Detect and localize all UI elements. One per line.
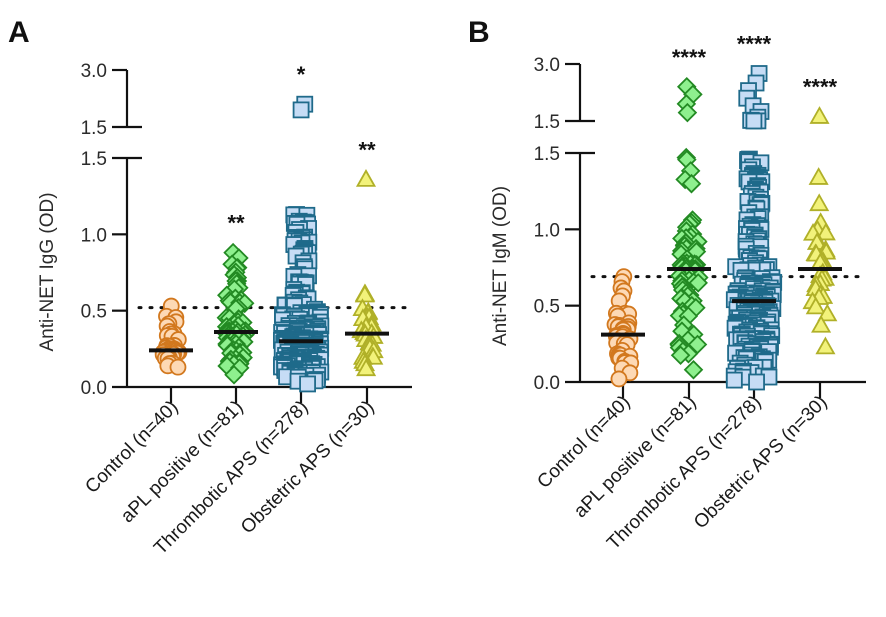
- data-point: [677, 102, 698, 123]
- data-point: [610, 370, 628, 388]
- panel-a-category-labels: Control (n=40)aPL positive (n=81)Thrombo…: [81, 397, 378, 559]
- panel-a-points: [154, 95, 384, 393]
- panel-b-letter: B: [468, 16, 490, 49]
- panel-a-y-axis-title: Anti-NET IgG (OD): [37, 192, 58, 351]
- panel-a-letter: A: [8, 16, 30, 49]
- panel-b-category-labels: Control (n=40)aPL positive (n=81)Thrombo…: [533, 392, 831, 554]
- data-point: [815, 222, 836, 241]
- data-point: [681, 173, 702, 194]
- x-category-label: aPL positive (n=81): [570, 392, 700, 522]
- y-tick-label: 3.0: [534, 55, 560, 76]
- significance-marker: ****: [672, 45, 707, 70]
- panel-b-points: [606, 65, 838, 391]
- y-tick-label: 0.5: [534, 297, 560, 318]
- y-tick-label: 1.0: [534, 220, 560, 241]
- significance-marker: **: [227, 211, 245, 236]
- data-point: [354, 284, 375, 303]
- y-tick-label: 1.5: [534, 144, 560, 165]
- y-tick-label: 3.0: [81, 61, 107, 82]
- data-point: [815, 336, 836, 355]
- data-point: [808, 167, 829, 185]
- panel-b-y-axis-title: Anti-NET IgM (OD): [490, 186, 511, 346]
- panel-b-axes: 0.0 0.5 1.0 1.5 1.5 3.0: [534, 55, 868, 398]
- data-point: [356, 358, 377, 377]
- data-point: [817, 303, 838, 322]
- significance-marker: *: [297, 62, 306, 87]
- panel-b: B Anti-NET IgM (OD) 0.0 0.5 1.0 1.5 1.5 3.0 *…: [468, 16, 868, 554]
- data-point: [809, 193, 830, 212]
- data-point: [224, 365, 244, 385]
- data-point: [748, 373, 765, 391]
- x-category-label: Obstetric APS (n=30): [690, 392, 831, 533]
- y-tick-label: 0.5: [81, 302, 107, 323]
- y-tick-label: 1.5: [81, 118, 107, 139]
- y-tick-label: 0.0: [534, 373, 560, 394]
- significance-marker: ****: [803, 74, 838, 99]
- data-point: [687, 334, 708, 355]
- data-point: [169, 358, 187, 376]
- panel-a: A Anti-NET IgG (OD) 0.0 0.5 1.0 1.5 1.5 3.0 *…: [8, 16, 414, 559]
- significance-marker: **: [358, 137, 376, 162]
- data-point: [809, 106, 830, 124]
- significance-marker: ****: [737, 32, 772, 57]
- y-tick-label: 1.0: [81, 225, 107, 246]
- data-point: [811, 314, 832, 333]
- panel-a-significance: *****: [227, 62, 376, 235]
- y-tick-label: 1.5: [534, 112, 560, 133]
- panel-b-significance: **** **** ****: [672, 32, 838, 100]
- data-point: [355, 169, 377, 187]
- y-tick-label: 1.5: [81, 149, 107, 170]
- x-category-label: aPL positive (n=81): [117, 397, 247, 527]
- y-tick-label: 0.0: [81, 378, 107, 399]
- data-point: [292, 101, 310, 119]
- data-point: [299, 375, 316, 393]
- data-point: [745, 112, 763, 130]
- data-point: [688, 273, 708, 293]
- x-category-label: Obstetric APS (n=30): [237, 397, 378, 538]
- panel-a-axes: 0.0 0.5 1.0 1.5 1.5 3.0: [81, 61, 414, 403]
- panel-a-medians: [149, 330, 389, 353]
- data-point: [683, 360, 704, 380]
- data-point: [725, 371, 743, 389]
- data-point: [670, 345, 691, 365]
- data-point: [805, 296, 826, 315]
- panel-b-medians: [601, 267, 842, 337]
